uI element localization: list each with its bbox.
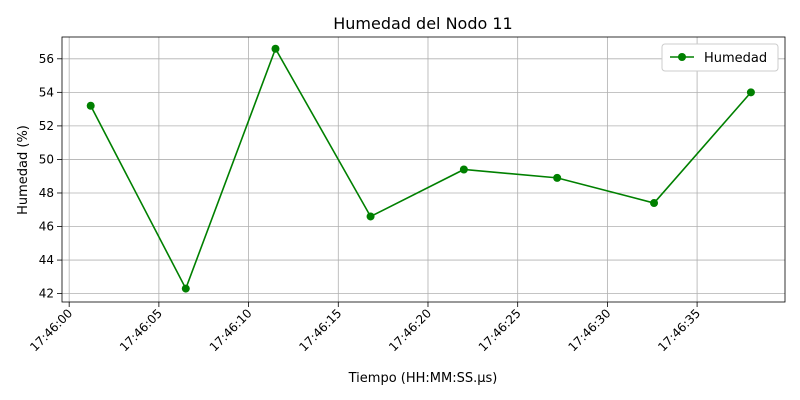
y-tick-label: 44	[39, 253, 54, 267]
data-point	[746, 88, 755, 97]
x-tick-label: 17:46:10	[207, 306, 255, 354]
x-tick-label: 17:46:30	[565, 306, 613, 354]
legend: Humedad	[661, 43, 779, 72]
data-point	[366, 212, 375, 221]
y-tick-label: 52	[39, 119, 54, 133]
legend-label-humedad: Humedad	[704, 51, 767, 66]
series-line-humedad	[89, 46, 752, 291]
legend-box	[661, 43, 779, 72]
grid-lines	[62, 37, 785, 302]
chart-title: Humedad del Nodo 11	[333, 14, 512, 33]
y-tick-label: 48	[39, 186, 54, 200]
x-axis-label: Tiempo (HH:MM:SS.µs)	[348, 371, 498, 386]
y-axis-ticks: 42 44 46 48 50 52 54 56	[39, 52, 62, 301]
data-point	[553, 173, 562, 182]
data-point	[459, 165, 468, 174]
x-tick-label: 17:46:05	[117, 306, 165, 354]
plot-frame	[61, 36, 786, 303]
series-layer	[86, 44, 755, 293]
axes	[61, 36, 786, 303]
y-tick-label: 50	[39, 152, 54, 166]
data-point	[650, 199, 659, 208]
x-tick-label: 17:46:20	[386, 306, 434, 354]
data-point	[181, 284, 190, 293]
x-tick-label: 17:46:25	[476, 306, 524, 354]
y-tick-label: 46	[39, 220, 54, 234]
legend-marker-swatch	[678, 53, 686, 61]
y-tick-label: 56	[39, 52, 54, 66]
y-axis-label: Humedad (%)	[16, 125, 31, 215]
x-tick-label: 17:46:00	[27, 306, 75, 354]
data-point	[271, 44, 280, 53]
x-axis-ticks: 17:46:00 17:46:05 17:46:10 17:46:15 17:46:20…	[27, 302, 703, 354]
y-tick-label: 54	[39, 85, 54, 99]
data-point	[86, 101, 95, 110]
y-tick-label: 42	[39, 287, 54, 301]
x-tick-label: 17:46:15	[296, 306, 344, 354]
x-tick-label: 17:46:35	[655, 306, 703, 354]
